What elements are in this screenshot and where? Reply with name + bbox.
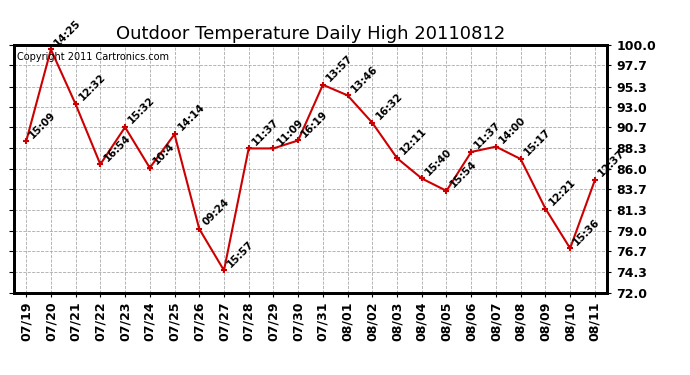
Text: 13:46: 13:46 <box>349 63 380 94</box>
Text: 15:54: 15:54 <box>448 159 478 189</box>
Text: 12:37: 12:37 <box>596 148 627 179</box>
Text: 14:00: 14:00 <box>497 115 528 145</box>
Text: 15:09: 15:09 <box>28 110 58 140</box>
Text: 12:21: 12:21 <box>546 177 578 207</box>
Text: 15:32: 15:32 <box>126 95 157 126</box>
Text: 12:32: 12:32 <box>77 72 108 103</box>
Text: Copyright 2011 Cartronics.com: Copyright 2011 Cartronics.com <box>17 53 169 62</box>
Text: 13:57: 13:57 <box>324 53 355 83</box>
Text: 11:09: 11:09 <box>275 117 305 147</box>
Text: 16:19: 16:19 <box>299 109 330 139</box>
Text: 14:14: 14:14 <box>176 102 206 133</box>
Text: 12:11: 12:11 <box>398 126 429 157</box>
Text: 15:57: 15:57 <box>226 238 256 269</box>
Text: 11:37: 11:37 <box>250 117 281 147</box>
Text: 10:4: 10:4 <box>151 141 177 166</box>
Text: 16:54: 16:54 <box>101 132 132 163</box>
Text: 15:17: 15:17 <box>522 127 553 158</box>
Text: 14:25: 14:25 <box>52 18 83 48</box>
Text: 09:24: 09:24 <box>201 197 231 228</box>
Text: 11:37: 11:37 <box>473 120 503 151</box>
Text: 15:36: 15:36 <box>571 216 602 247</box>
Title: Outdoor Temperature Daily High 20110812: Outdoor Temperature Daily High 20110812 <box>116 26 505 44</box>
Text: 16:32: 16:32 <box>374 91 404 122</box>
Text: 15:40: 15:40 <box>423 147 454 177</box>
